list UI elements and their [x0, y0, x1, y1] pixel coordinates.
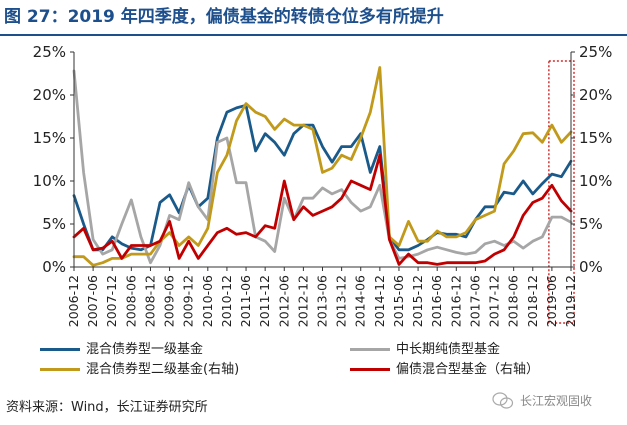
x-tick-label: 2011-06	[238, 275, 253, 327]
x-tick-label: 2008-12	[142, 275, 157, 327]
x-tick-label: 2019-06	[544, 275, 559, 327]
left-y-tick-label: 5%	[42, 215, 66, 233]
source-note: 资料来源：Wind，长江证券研究所	[6, 400, 208, 415]
x-tick-label: 2018-12	[525, 275, 540, 327]
legend-label-series-2: 中长期纯债型基金	[396, 342, 501, 357]
right-y-tick-label: 0%	[579, 258, 603, 276]
x-tick-label: 2009-06	[162, 275, 177, 327]
watermark: 长江宏观固收	[492, 389, 622, 413]
x-tick-label: 2017-06	[467, 275, 482, 327]
x-tick-label: 2012-06	[276, 275, 291, 327]
x-tick-label: 2009-12	[181, 275, 196, 327]
x-tick-label: 2007-12	[104, 275, 119, 327]
right-y-tick-label: 15%	[579, 129, 612, 147]
legend-item-series-1: 混合债券型一级基金	[40, 340, 330, 360]
watermark-text: 长江宏观固收	[520, 394, 593, 408]
right-y-axis: 0% 5% 10% 15% 20% 25%	[571, 43, 612, 276]
series-line-3	[72, 66, 573, 267]
series-line-1	[72, 103, 573, 252]
right-y-tick-label: 10%	[579, 172, 612, 190]
legend-swatch-series-4	[350, 368, 390, 371]
x-tick-label: 2006-12	[66, 275, 81, 327]
x-tick-label: 2010-06	[200, 275, 215, 327]
left-y-tick-label: 10%	[33, 172, 66, 190]
legend-swatch-series-3	[40, 368, 80, 371]
highlight-rect	[548, 60, 575, 324]
left-y-tick-label: 0%	[42, 258, 66, 276]
x-tick-label: 2014-12	[372, 275, 387, 327]
x-tick-label: 2007-06	[85, 275, 100, 327]
title-rule	[0, 34, 627, 36]
x-tick-label: 2019-12	[563, 275, 578, 327]
x-tick-label: 2010-12	[219, 275, 234, 327]
wechat-icon	[492, 392, 514, 409]
legend-item-series-3: 混合债券型二级基金(右轴)	[40, 360, 330, 380]
legend-item-series-4: 偏债混合型基金（右轴）	[350, 360, 620, 380]
legend-label-series-1: 混合债券型一级基金	[86, 342, 204, 357]
series-lines	[72, 66, 573, 267]
x-tick-label: 2015-06	[391, 275, 406, 327]
x-tick-label: 2016-12	[448, 275, 463, 327]
x-tick-label: 2011-12	[257, 275, 272, 327]
highlight-box	[548, 60, 575, 324]
x-tick-label: 2016-06	[429, 275, 444, 327]
x-tick-label: 2008-06	[123, 275, 138, 327]
legend-label-series-3: 混合债券型二级基金(右轴)	[86, 362, 240, 377]
left-y-tick-label: 20%	[33, 86, 66, 104]
chart-title: 图 27：2019 年四季度，偏债基金的转债仓位多有所提升	[4, 7, 444, 27]
x-tick-label: 2015-12	[410, 275, 425, 327]
axis-frame	[73, 52, 572, 268]
line-chart: 0% 5% 10% 15% 20% 25% 0% 5% 10% 15% 20% 25% 2006-1…	[33, 43, 613, 327]
left-y-tick-label: 15%	[33, 129, 66, 147]
right-y-tick-label: 5%	[579, 215, 603, 233]
x-tick-label: 2018-06	[506, 275, 521, 327]
series-line-4	[72, 153, 573, 266]
x-axis: 2006-12 2007-06 2007-12 2008-06 2008-12 2009-…	[66, 267, 578, 327]
x-tick-label: 2014-06	[353, 275, 368, 327]
legend-item-series-2: 中长期纯债型基金	[350, 340, 620, 360]
x-tick-label: 2013-06	[315, 275, 330, 327]
legend-swatch-series-1	[40, 348, 80, 351]
x-tick-label: 2013-12	[334, 275, 349, 327]
left-y-tick-label: 25%	[33, 43, 66, 61]
x-tick-label: 2012-12	[295, 275, 310, 327]
x-tick-label: 2017-12	[487, 275, 502, 327]
series-line-2	[72, 69, 573, 265]
chart-legend: 混合债券型一级基金 中长期纯债型基金 混合债券型二级基金(右轴) 偏债混合型基金…	[40, 340, 620, 380]
legend-swatch-series-2	[350, 348, 390, 351]
right-y-tick-label: 25%	[579, 43, 612, 61]
left-y-axis: 0% 5% 10% 15% 20% 25%	[33, 43, 74, 276]
right-y-tick-label: 20%	[579, 86, 612, 104]
legend-label-series-4: 偏债混合型基金（右轴）	[396, 362, 540, 377]
